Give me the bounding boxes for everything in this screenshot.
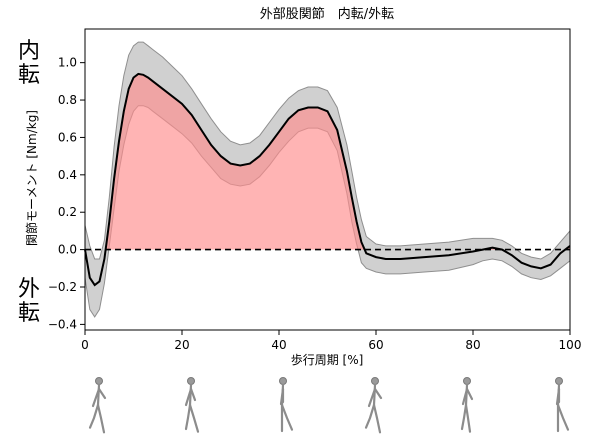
x-tick-label: 0: [81, 338, 89, 352]
highlight-fill: [105, 73, 570, 250]
abduction-char-2: 転: [17, 301, 40, 326]
abduction-char-1: 外: [17, 277, 40, 302]
walker-figure: [279, 377, 294, 433]
plot-area: [84, 28, 571, 331]
y-tick-label: 0.2: [58, 205, 77, 219]
y-tick-label: −0.2: [48, 280, 77, 294]
y-tick-label: 1.0: [58, 56, 77, 70]
x-tick-label: 80: [465, 338, 480, 352]
plot-frame: [84, 28, 571, 331]
x-tick-label: 20: [174, 338, 189, 352]
gait-figures: [88, 377, 570, 434]
walker-figure: [460, 377, 474, 433]
y-tick-label: −0.4: [48, 317, 77, 331]
mean-line: [84, 72, 571, 287]
y-axis-label: 関節モーメント [Nm/kg]: [24, 110, 39, 246]
x-tick-label: 60: [368, 338, 383, 352]
adduction-char-1: 内: [17, 39, 40, 64]
y-tick-label: 0.6: [58, 130, 77, 144]
walker-figure: [88, 377, 107, 434]
adduction-label: 内 転: [14, 40, 44, 88]
y-tick-label: 0.4: [58, 168, 77, 182]
walker-figure: [364, 377, 383, 434]
chart-title: 外部股関節 内転/外転: [260, 6, 394, 22]
walker-figure: [184, 377, 200, 433]
y-tick-label: 0.8: [58, 93, 77, 107]
x-axis-label: 歩行周期 [%]: [291, 352, 364, 367]
walker-figure: [555, 377, 570, 433]
x-tick-label: 100: [559, 338, 582, 352]
y-axis: −0.4 −0.2 0.0 0.2 0.4 0.6 0.8 1.0: [48, 56, 85, 331]
adduction-char-2: 転: [17, 63, 40, 88]
y-tick-label: 0.0: [58, 243, 77, 257]
x-axis: 0 20 40 60 80 100: [81, 330, 581, 352]
x-tick-label: 40: [271, 338, 286, 352]
abduction-label: 外 転: [14, 278, 44, 326]
chart: 外部股関節 内転/外転 0 20 40 60 80 100 −0.4 −0.2 0.0 0.2 0…: [24, 6, 581, 367]
